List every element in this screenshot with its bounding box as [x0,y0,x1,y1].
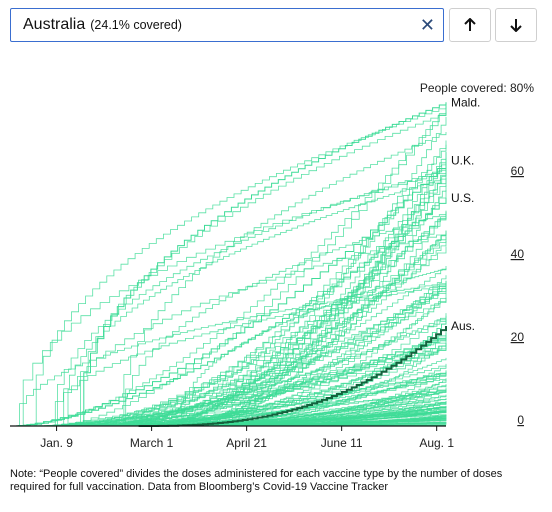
labeled-series-line [10,160,447,427]
country-line [57,177,447,427]
country-line [59,233,447,427]
arrow-down-icon [510,19,522,32]
series-label: Mald. [451,95,480,109]
country-line [39,338,447,427]
country-search-field[interactable]: Australia (24.1% covered) ✕ [10,8,444,42]
country-line [160,280,447,427]
previous-country-button[interactable] [449,8,491,42]
series-label: U.K. [451,153,474,167]
country-line [98,211,447,427]
x-tick-label: April 21 [226,436,267,450]
country-line [142,241,447,427]
country-line [12,282,447,427]
country-line [73,112,447,427]
y-axis-ticks: People covered: 80% 60 40 20 0 [420,81,534,427]
y-tick-label: 40 [511,247,525,261]
series-label: U.S. [451,191,474,205]
vaccination-chart: Jan. 9 March 1 April 21 June 11 Aug. 1 Peopl… [10,81,534,450]
country-line [207,395,447,427]
x-tick-label: June 11 [321,436,363,450]
selected-country: Australia [23,16,86,33]
background-country-lines [10,102,447,427]
country-line [169,284,447,427]
y-tick-label: 0 [517,413,524,427]
next-country-button[interactable] [495,8,537,42]
country-line [119,212,447,427]
country-line [39,297,447,427]
country-line [80,336,447,427]
country-line [43,347,447,427]
country-line [177,268,447,427]
y-tick-label: 20 [511,330,525,344]
x-tick-label: Aug. 1 [419,436,454,450]
y-tick-label: 60 [511,164,525,178]
x-axis-ticks: Jan. 9 March 1 April 21 June 11 Aug. 1 [40,426,454,450]
labeled-series-line [10,197,447,427]
country-line [21,105,447,427]
x-tick-label: March 1 [130,436,174,450]
country-line [184,157,447,427]
country-line [203,185,447,427]
country-line [81,174,447,427]
clear-icon[interactable]: ✕ [419,15,435,35]
footnote: Note: “People covered” divides the doses… [10,468,503,493]
country-line [29,106,447,427]
country-line [62,211,447,427]
country-line [117,132,447,427]
x-tick-label: Jan. 9 [40,436,73,450]
labeled-series-line [77,102,447,427]
coverage-percent: (24.1% covered) [90,18,182,32]
series-label: Aus. [451,319,475,333]
series-labels: Mald. U.K. U.S. Aus. [451,95,480,333]
highlighted-series-line [138,326,447,427]
country-line [58,232,447,427]
y-axis-title: People covered: 80% [420,81,534,95]
country-line [50,168,447,427]
country-line [32,287,447,427]
country-line [51,105,447,427]
country-line [124,230,447,427]
highlight-line-group [138,326,447,427]
country-line [121,190,447,427]
arrow-up-icon [464,18,476,31]
